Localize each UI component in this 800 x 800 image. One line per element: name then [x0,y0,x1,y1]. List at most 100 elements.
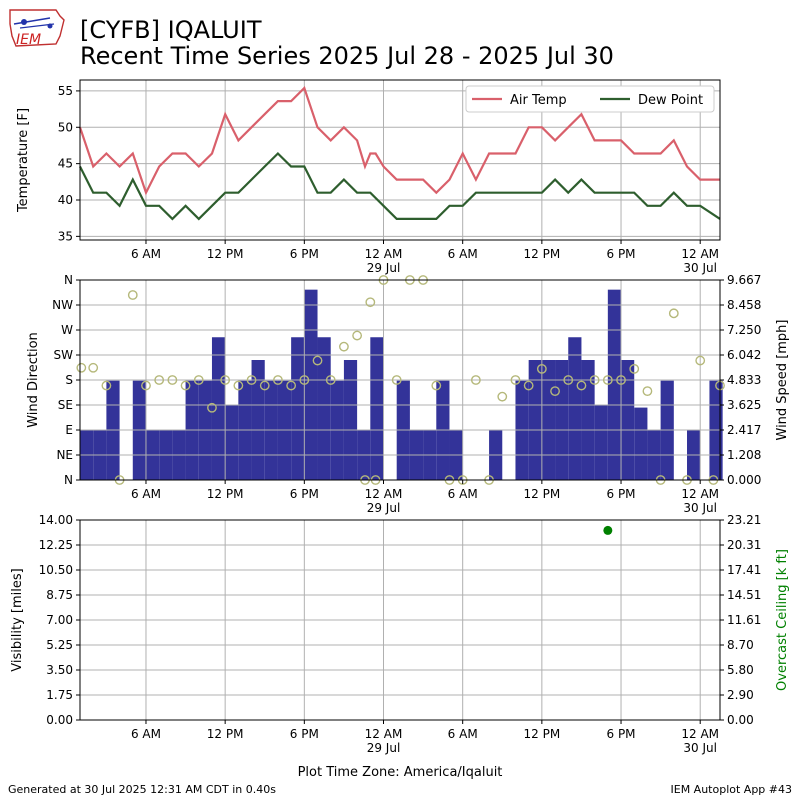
x-tick-label: 30 Jul [683,741,717,755]
wind-direction-point [365,297,376,308]
y-tick-label: 5.25 [46,638,73,652]
x-tick-label: 12 PM [207,247,244,261]
legend-box [465,85,715,113]
y-tick-label: S [65,373,73,387]
x-tick-label: 12 AM [365,727,403,741]
iem-logo: IEM [6,6,68,54]
wind-direction-point [497,391,508,402]
x-tick-label: 6 AM [131,487,161,501]
wind-panel: N NE E SE S SW W NW N 0.000 1.208 2.417 3.625 4.833 6.… [26,273,790,515]
y2-tick-label: 6.042 [727,348,761,362]
x-tick-label: 12 AM [681,247,719,261]
wind-direction-point [576,380,587,391]
y-tick-label: 50 [58,120,73,134]
wind-direction-point [510,375,521,385]
y-axis-label: Visibility [miles] [10,568,25,671]
y2-tick-label: 11.61 [727,613,761,627]
x-tick-label: 6 PM [290,247,319,261]
wind-direction-point [154,375,165,385]
wind-direction-point [141,380,151,391]
y2-tick-label: 8.458 [727,298,761,312]
wind-direction-point [127,290,138,300]
x-tick-label: 6 AM [448,727,478,741]
wind-speed-bar [541,360,556,480]
y-tick-label: 10.50 [39,563,73,577]
wind-direction-point [312,355,323,366]
y2-tick-label: 3.625 [727,398,761,412]
y-tick-label: 55 [58,84,73,98]
x-tick-label: 12 AM [681,487,719,501]
y2-tick-label: 1.208 [727,448,761,462]
x-tick-label: 6 PM [607,487,636,501]
wind-direction-point [523,380,534,391]
legend-label-air-temp: Air Temp [510,93,567,108]
air-temp-line [78,85,720,196]
wind-direction-point [602,375,613,385]
wind-speed-bar [211,337,226,480]
y-tick-label: 3.50 [46,663,73,677]
wind-direction-point [391,375,402,385]
y2-tick-label: 14.51 [727,588,761,602]
y-tick-label: 35 [58,229,73,243]
y-tick-label: SE [58,398,73,412]
wind-direction-point [563,375,574,385]
wind-direction-point [193,375,204,385]
x-tick-label: 30 Jul [683,501,717,515]
wind-speed-bar [291,337,305,480]
wind-direction-point [470,375,481,385]
wind-direction-point [233,380,244,391]
plot-frame [79,79,721,241]
wind-direction-point [695,355,706,366]
x-tick-label: 29 Jul [367,501,401,515]
y-tick-label: SW [54,348,74,362]
y-tick-label: N [64,473,73,487]
x-tick-label: 6 AM [448,247,478,261]
y-tick-label: NW [52,298,73,312]
y-tick-label: NE [56,448,73,462]
x-tick-label: 6 PM [290,487,319,501]
wind-direction-point [629,363,640,374]
wind-speed-bar [634,407,648,480]
legend: Air Temp Dew Point [465,85,715,113]
y2-tick-label: 23.21 [727,513,761,527]
wind-speed-bar [317,337,331,480]
wind-direction-point [668,308,679,319]
wind-direction-point [273,375,283,385]
y-axis-label: Wind Speed [mph] [775,320,790,441]
wind-direction-point [589,375,600,385]
x-tick-label: 12 PM [207,727,244,741]
x-tick-label: 12 AM [365,487,403,501]
wind-direction-point [88,362,99,373]
wind-direction-point [220,375,231,385]
y2-tick-label: 0.000 [727,473,761,487]
y2-tick-label: 0.00 [727,713,754,727]
x-tick-label: 29 Jul [367,741,401,755]
wind-speed-bar [225,405,239,480]
x-tick-label: 6 PM [290,727,319,741]
wind-speed-bar [251,360,265,480]
chart-title-station: [CYFB] IQALUIT [80,16,262,44]
wind-direction-point [431,380,442,391]
x-tick-label: 29 Jul [367,261,401,275]
y-axis-label: Temperature [F] [16,108,31,213]
y-tick-label: 45 [58,157,73,171]
visibility-panel: 0.00 1.75 3.50 5.25 7.00 8.75 10.50 12.25 14.00 0… [10,513,790,780]
wind-speed-bar [607,289,622,480]
dew-point-line [79,151,721,221]
wind-direction-point [550,386,560,397]
y2-tick-label: 7.250 [727,323,761,337]
x-tick-label: 12 PM [524,487,561,501]
legend-label-dew-point: Dew Point [638,93,703,108]
y-tick-label: W [61,323,73,337]
wind-direction-point [286,380,297,391]
y-tick-label: E [65,423,73,437]
wind-speed-bar [528,360,542,480]
wind-direction-point [207,402,217,413]
x-tick-label: 12 PM [524,727,561,741]
y2-tick-label: 17.41 [727,563,761,577]
wind-speed-bar [594,405,608,480]
generated-footer: Generated at 30 Jul 2025 12:31 AM CDT in… [8,783,276,796]
y-tick-label: 14.00 [39,513,73,527]
wind-speed-bar [568,337,582,480]
wind-direction-point [246,375,257,385]
